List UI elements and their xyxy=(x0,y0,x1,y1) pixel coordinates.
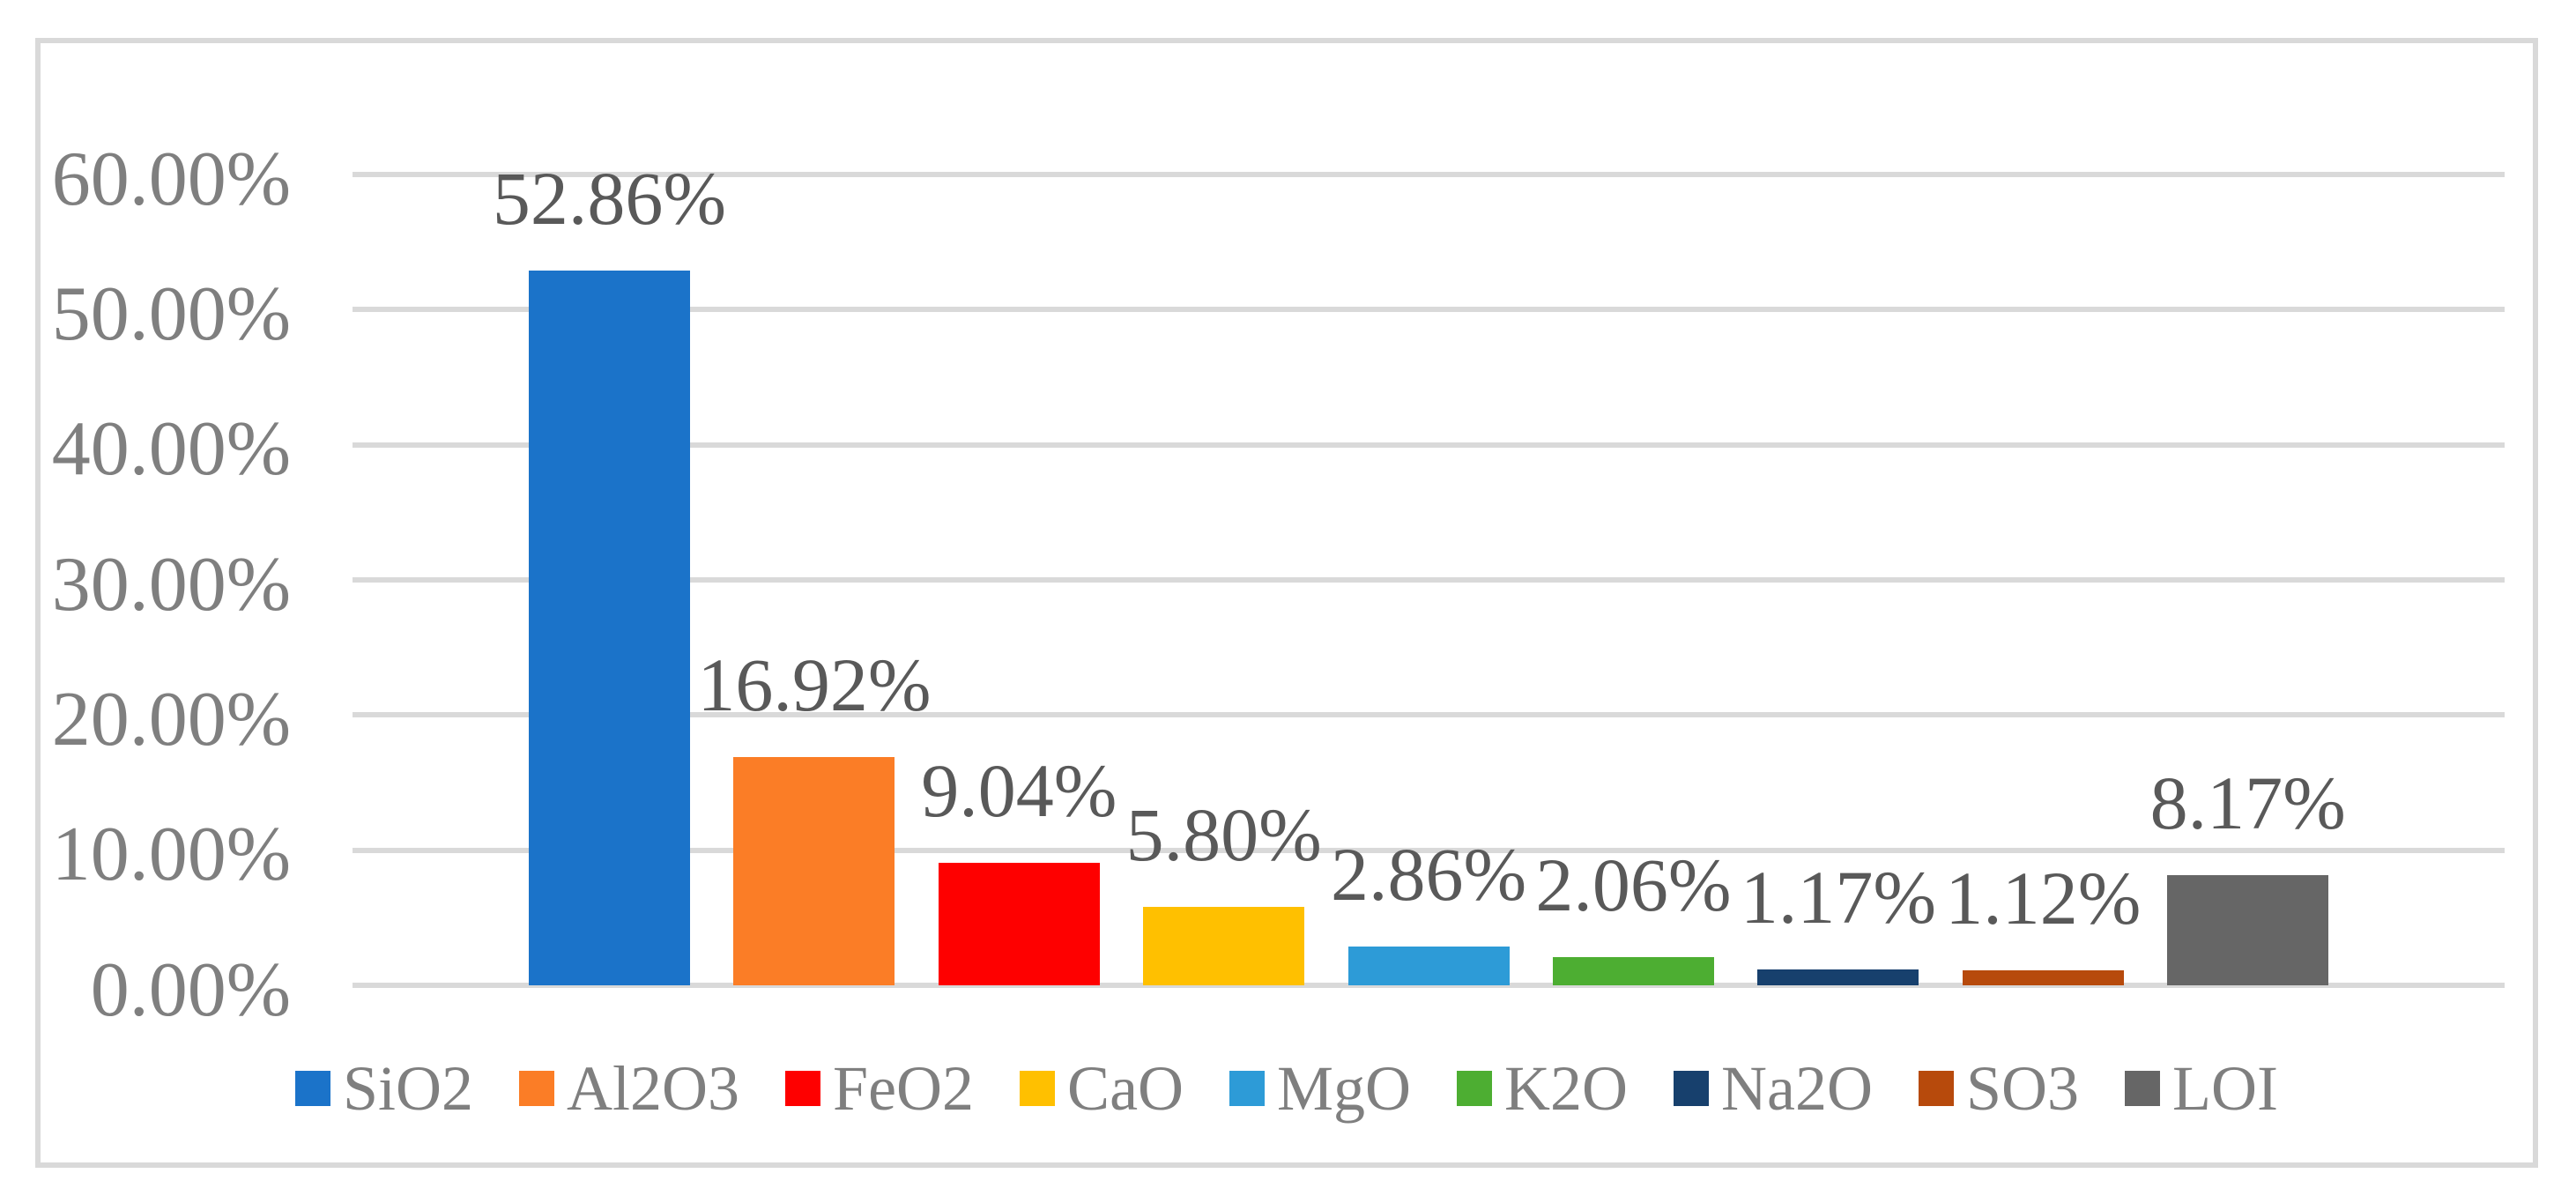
y-axis-tick-label: 40.00% xyxy=(51,406,291,493)
gridline xyxy=(353,712,2505,718)
legend-swatch-FeO2 xyxy=(785,1071,821,1106)
legend-swatch-SO3 xyxy=(1919,1071,1954,1106)
y-axis-tick-label: 20.00% xyxy=(51,676,291,762)
legend-label-LOI: LOI xyxy=(2172,1053,2278,1124)
legend-label-Al2O3: Al2O3 xyxy=(567,1053,740,1124)
legend-item-Al2O3: Al2O3 xyxy=(519,1057,739,1120)
y-axis-tick-label: 30.00% xyxy=(51,541,291,627)
bar-LOI xyxy=(2167,874,2329,985)
legend-label-SO3: SO3 xyxy=(1966,1053,2080,1124)
data-label-Al2O3: 16.92% xyxy=(697,642,932,727)
bar-MgO xyxy=(1347,947,1510,985)
legend-swatch-K2O xyxy=(1457,1071,1493,1106)
legend-item-K2O: K2O xyxy=(1457,1057,1628,1120)
gridline xyxy=(353,307,2505,313)
gridline xyxy=(353,577,2505,583)
data-label-LOI: 8.17% xyxy=(2149,760,2346,845)
y-axis-tick-label: 50.00% xyxy=(51,271,291,357)
data-label-MgO: 2.86% xyxy=(1331,832,1527,917)
legend-item-Na2O: Na2O xyxy=(1674,1057,1873,1120)
legend-item-MgO: MgO xyxy=(1229,1057,1411,1120)
legend-item-LOI: LOI xyxy=(2125,1057,2278,1120)
chart-frame xyxy=(35,38,2538,1168)
bar-SO3 xyxy=(1962,969,2124,985)
bar-SiO2 xyxy=(529,271,690,985)
y-axis-tick-label: 10.00% xyxy=(51,812,291,898)
legend-swatch-SiO2 xyxy=(295,1071,330,1106)
y-axis-tick-label: 0.00% xyxy=(90,947,291,1033)
legend: SiO2 Al2O3 FeO2 CaO MgO K2O Na2O SO3 LOI xyxy=(41,1040,2533,1137)
legend-label-FeO2: FeO2 xyxy=(833,1053,975,1124)
legend-item-FeO2: FeO2 xyxy=(785,1057,974,1120)
legend-swatch-Al2O3 xyxy=(519,1071,555,1106)
gridline xyxy=(353,172,2505,177)
legend-item-CaO: CaO xyxy=(1020,1057,1184,1120)
bar-Al2O3 xyxy=(733,756,895,985)
legend-label-CaO: CaO xyxy=(1067,1053,1184,1124)
gridline xyxy=(353,847,2505,853)
legend-label-SiO2: SiO2 xyxy=(343,1053,474,1124)
y-axis-tick-label: 60.00% xyxy=(51,136,291,222)
bar-FeO2 xyxy=(938,863,1100,985)
legend-label-MgO: MgO xyxy=(1277,1053,1412,1124)
gridline xyxy=(353,983,2505,988)
data-label-SiO2: 52.86% xyxy=(492,156,727,241)
legend-swatch-CaO xyxy=(1020,1071,1056,1106)
legend-swatch-LOI xyxy=(2125,1071,2161,1106)
bar-Na2O xyxy=(1757,969,1919,985)
legend-item-SiO2: SiO2 xyxy=(295,1057,473,1120)
gridline xyxy=(353,442,2505,448)
data-label-CaO: 5.80% xyxy=(1125,792,1322,878)
data-label-K2O: 2.06% xyxy=(1535,843,1732,928)
legend-swatch-MgO xyxy=(1229,1071,1266,1106)
data-label-Na2O: 1.17% xyxy=(1740,855,1936,940)
data-label-FeO2: 9.04% xyxy=(921,748,1117,834)
data-label-SO3: 1.12% xyxy=(1945,855,2142,940)
legend-label-Na2O: Na2O xyxy=(1721,1053,1873,1124)
legend-label-K2O: K2O xyxy=(1504,1053,1629,1124)
legend-item-SO3: SO3 xyxy=(1919,1057,2079,1120)
bar-K2O xyxy=(1553,957,1714,985)
bar-CaO xyxy=(1143,907,1305,985)
legend-swatch-Na2O xyxy=(1674,1071,1710,1106)
